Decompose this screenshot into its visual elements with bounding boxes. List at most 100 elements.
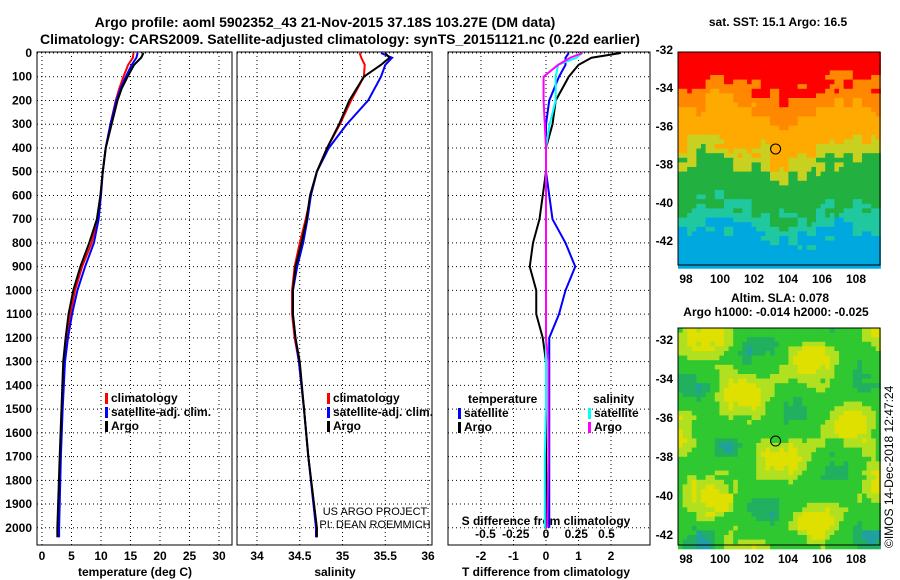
map-cell xyxy=(848,52,854,58)
map-cell xyxy=(825,410,831,416)
depth-tick-label: 1100 xyxy=(6,307,32,321)
map-cell xyxy=(770,332,776,338)
map-cell xyxy=(742,466,748,472)
map-cell xyxy=(829,387,835,393)
map-cell xyxy=(682,530,688,536)
map-cell xyxy=(705,429,711,435)
map-cell xyxy=(760,364,766,370)
map-cell xyxy=(682,452,688,458)
map-cell xyxy=(857,470,863,476)
map-cell xyxy=(857,231,863,237)
map-cell xyxy=(705,364,711,370)
map-cell xyxy=(701,369,707,375)
map-cell xyxy=(834,84,840,90)
map-cell xyxy=(839,346,845,352)
map-cell xyxy=(742,153,748,159)
map-cell xyxy=(701,502,707,508)
map-cell xyxy=(843,153,849,159)
map-cell xyxy=(742,535,748,541)
map-cell xyxy=(852,75,858,81)
map-cell xyxy=(875,369,881,375)
map-cell xyxy=(820,374,826,380)
map-cell xyxy=(829,484,835,490)
map-cell xyxy=(705,433,711,439)
map-cell xyxy=(802,153,808,159)
map-cell xyxy=(834,167,840,173)
map-cell xyxy=(839,332,845,338)
map-cell xyxy=(696,341,702,347)
map-cell xyxy=(701,125,707,131)
depth-tick-label: 600 xyxy=(12,188,32,202)
map-cell xyxy=(848,157,854,163)
map-cell xyxy=(797,507,803,513)
map-cell xyxy=(765,93,771,99)
map-cell xyxy=(682,360,688,366)
map-cell xyxy=(714,121,720,127)
map-cell xyxy=(871,79,877,85)
map-cell xyxy=(871,521,877,527)
map-cell xyxy=(862,415,868,421)
map-cell xyxy=(701,383,707,389)
map-cell xyxy=(843,130,849,136)
map-cell xyxy=(696,452,702,458)
map-cell xyxy=(714,52,720,58)
map-cell xyxy=(852,130,858,136)
map-cell xyxy=(719,93,725,99)
map-cell xyxy=(802,452,808,458)
map-cell xyxy=(760,162,766,168)
depth-tick-label: 200 xyxy=(12,93,32,107)
map-cell xyxy=(687,328,693,334)
map-cell xyxy=(866,420,872,426)
map-cell xyxy=(765,470,771,476)
map-cell xyxy=(797,93,803,99)
map-cell xyxy=(839,102,845,108)
map-cell xyxy=(779,346,785,352)
map-cell xyxy=(719,249,725,255)
map-cell xyxy=(719,190,725,196)
map-cell xyxy=(682,383,688,389)
map-cell xyxy=(816,93,822,99)
map-cell xyxy=(714,226,720,232)
map-cell xyxy=(774,194,780,200)
map-cell xyxy=(839,498,845,504)
map-cell xyxy=(742,484,748,490)
map-cell xyxy=(866,415,872,421)
map-cell xyxy=(843,369,849,375)
map-cell xyxy=(756,134,762,140)
map-cell xyxy=(742,102,748,108)
map-cell xyxy=(710,341,716,347)
map-cell xyxy=(770,116,776,122)
map-cell xyxy=(765,56,771,62)
map-cell xyxy=(678,52,684,58)
map-cell xyxy=(687,364,693,370)
map-cell xyxy=(756,535,762,541)
map-cell xyxy=(760,392,766,398)
map-cell xyxy=(797,125,803,131)
map-cell xyxy=(871,93,877,99)
map-cell xyxy=(793,461,799,467)
map-cell xyxy=(834,111,840,117)
map-cell xyxy=(678,167,684,173)
map-cell xyxy=(696,208,702,214)
map-cell xyxy=(848,470,854,476)
map-cell xyxy=(862,374,868,380)
map-cell xyxy=(728,521,734,527)
map-cell xyxy=(701,489,707,495)
map-cell xyxy=(765,507,771,513)
map-cell xyxy=(811,259,817,265)
map-cell xyxy=(691,530,697,536)
map-cell xyxy=(811,254,817,260)
map-cell xyxy=(797,157,803,163)
map-cell xyxy=(765,61,771,67)
map-cell xyxy=(871,222,877,228)
map-cell xyxy=(733,226,739,232)
map-cell xyxy=(705,88,711,94)
map-cell xyxy=(871,351,877,357)
map-cell xyxy=(848,125,854,131)
map-cell xyxy=(765,489,771,495)
map-cell xyxy=(760,130,766,136)
map-cell xyxy=(788,429,794,435)
map-cell xyxy=(760,456,766,462)
map-cell xyxy=(839,443,845,449)
map-cell xyxy=(825,493,831,499)
